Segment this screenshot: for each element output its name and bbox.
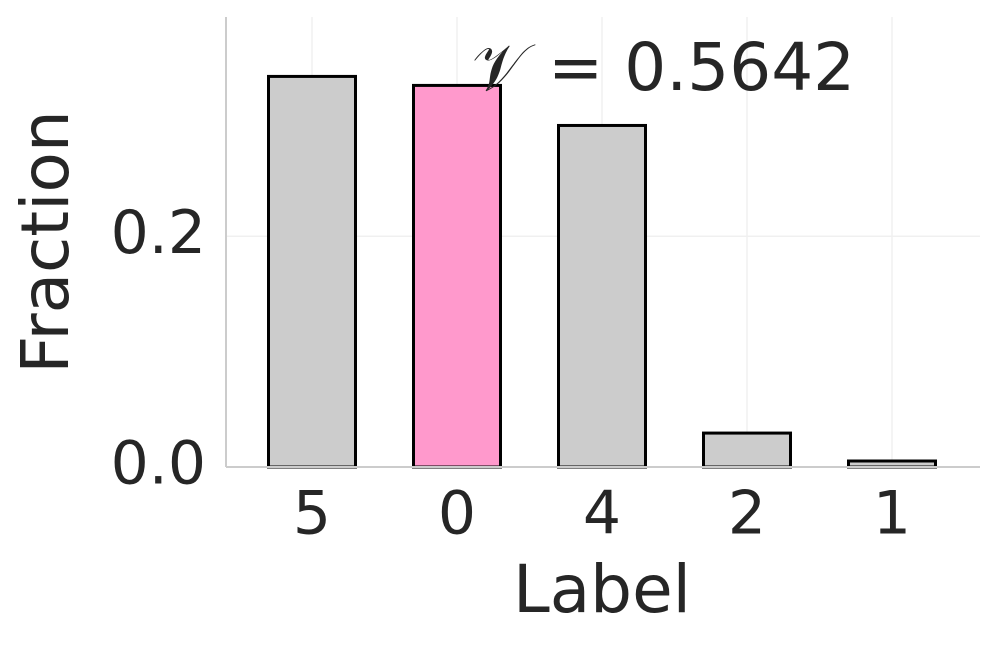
bar: [267, 74, 357, 469]
annotation: 𝒱 = 0.5642: [472, 29, 855, 106]
x-axis-label: Label: [513, 551, 691, 628]
bar: [557, 123, 647, 469]
y-axis-label: Fraction: [7, 110, 84, 373]
x-tick-label: 1: [873, 479, 911, 549]
bar: [412, 83, 502, 469]
x-tick-label: 5: [293, 479, 331, 549]
bar: [702, 431, 792, 469]
x-tick-label: 4: [583, 479, 621, 549]
x-tick-label: 0: [438, 479, 476, 549]
x-tick-label: 2: [728, 479, 766, 549]
y-tick-label: 0.2: [111, 198, 206, 268]
y-tick-label: 0.0: [111, 429, 206, 499]
